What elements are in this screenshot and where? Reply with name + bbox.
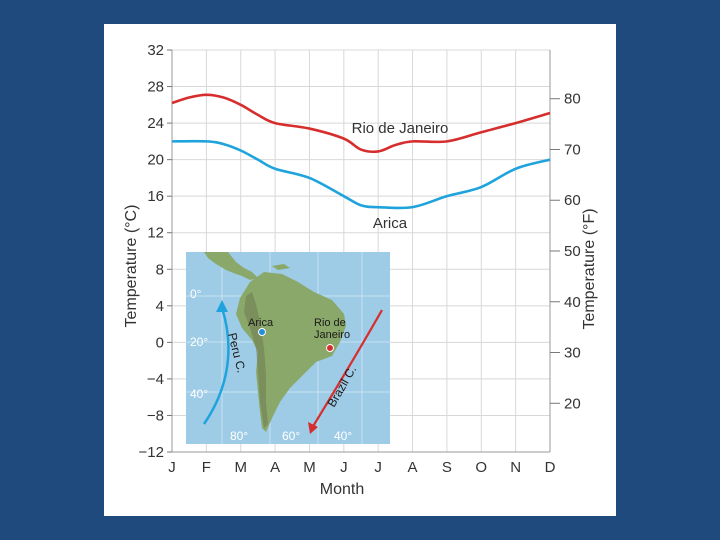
left-tick-label: 28 <box>147 79 164 96</box>
right-tick-label: 40 <box>564 294 581 311</box>
arica-map-label: Arica <box>248 317 274 329</box>
left-tick-label: 8 <box>156 261 164 278</box>
lat-label-0: 0° <box>190 287 202 301</box>
caribbean-island <box>272 264 290 270</box>
right-tick-label: 50 <box>564 243 581 260</box>
series-label-rio: Rio de Janeiro <box>352 120 449 137</box>
rio-marker <box>326 344 334 352</box>
series-line-rio <box>171 93 551 154</box>
x-tick-label: D <box>545 459 556 476</box>
left-tick-label: 12 <box>147 225 164 242</box>
x-axis-title: Month <box>320 481 364 498</box>
left-tick-label: 24 <box>147 115 164 132</box>
left-tick-label: 0 <box>156 334 164 351</box>
left-tick-label: 20 <box>147 152 164 169</box>
brazil-current-arrow <box>311 309 383 429</box>
x-tick-label: J <box>374 459 382 476</box>
x-tick-label: J <box>168 459 176 476</box>
left-tick-label: −8 <box>147 407 164 424</box>
arica-marker <box>258 328 266 336</box>
right-tick-label: 70 <box>564 141 581 158</box>
series-label-arica: Arica <box>373 215 408 232</box>
x-tick-label: O <box>475 459 487 476</box>
x-tick-label: M <box>303 459 316 476</box>
x-tick-label: M <box>234 459 247 476</box>
left-tick-label: −4 <box>147 371 164 388</box>
x-tick-label: J <box>340 459 348 476</box>
x-tick-label: A <box>408 459 418 476</box>
inset-map: Peru C. Brazil C. Arica Rio de Janeiro 0… <box>186 252 390 444</box>
lat-label-40: 40° <box>190 387 208 401</box>
series-lines <box>171 93 551 210</box>
right-axis-ticks: 80 70 60 50 40 30 20 <box>550 91 581 412</box>
left-tick-label: 16 <box>147 188 164 205</box>
lon-label-40: 40° <box>334 429 352 443</box>
left-tick-label: 4 <box>156 298 164 315</box>
right-tick-label: 20 <box>564 395 581 412</box>
lon-label-80: 80° <box>230 429 248 443</box>
central-america-land <box>204 252 258 280</box>
x-tick-label: F <box>202 459 211 476</box>
lon-label-60: 60° <box>282 429 300 443</box>
peru-current-arrowhead <box>216 300 228 312</box>
y-axis-title-right: Temperature (°F) <box>581 208 598 329</box>
right-tick-label: 30 <box>564 345 581 362</box>
x-tick-label: N <box>510 459 521 476</box>
rio-map-label-line1: Rio de <box>314 317 346 329</box>
lat-label-20: 20° <box>190 335 208 349</box>
right-tick-label: 80 <box>564 91 581 108</box>
left-tick-label: 32 <box>147 42 164 59</box>
left-tick-label: −12 <box>139 444 164 461</box>
x-tick-label: S <box>442 459 452 476</box>
series-line-arica <box>171 139 551 210</box>
brazil-current-arrowhead <box>308 422 318 434</box>
right-tick-label: 60 <box>564 192 581 209</box>
peru-current-arrow <box>202 307 230 425</box>
andes-shading <box>244 292 268 428</box>
y-axis-title-left: Temperature (°C) <box>123 205 140 328</box>
left-axis-ticks: 32 28 24 20 16 12 8 4 0 −4 −8 −12 <box>139 42 172 461</box>
x-tick-label: A <box>270 459 280 476</box>
rio-map-label-line2: Janeiro <box>314 329 350 341</box>
